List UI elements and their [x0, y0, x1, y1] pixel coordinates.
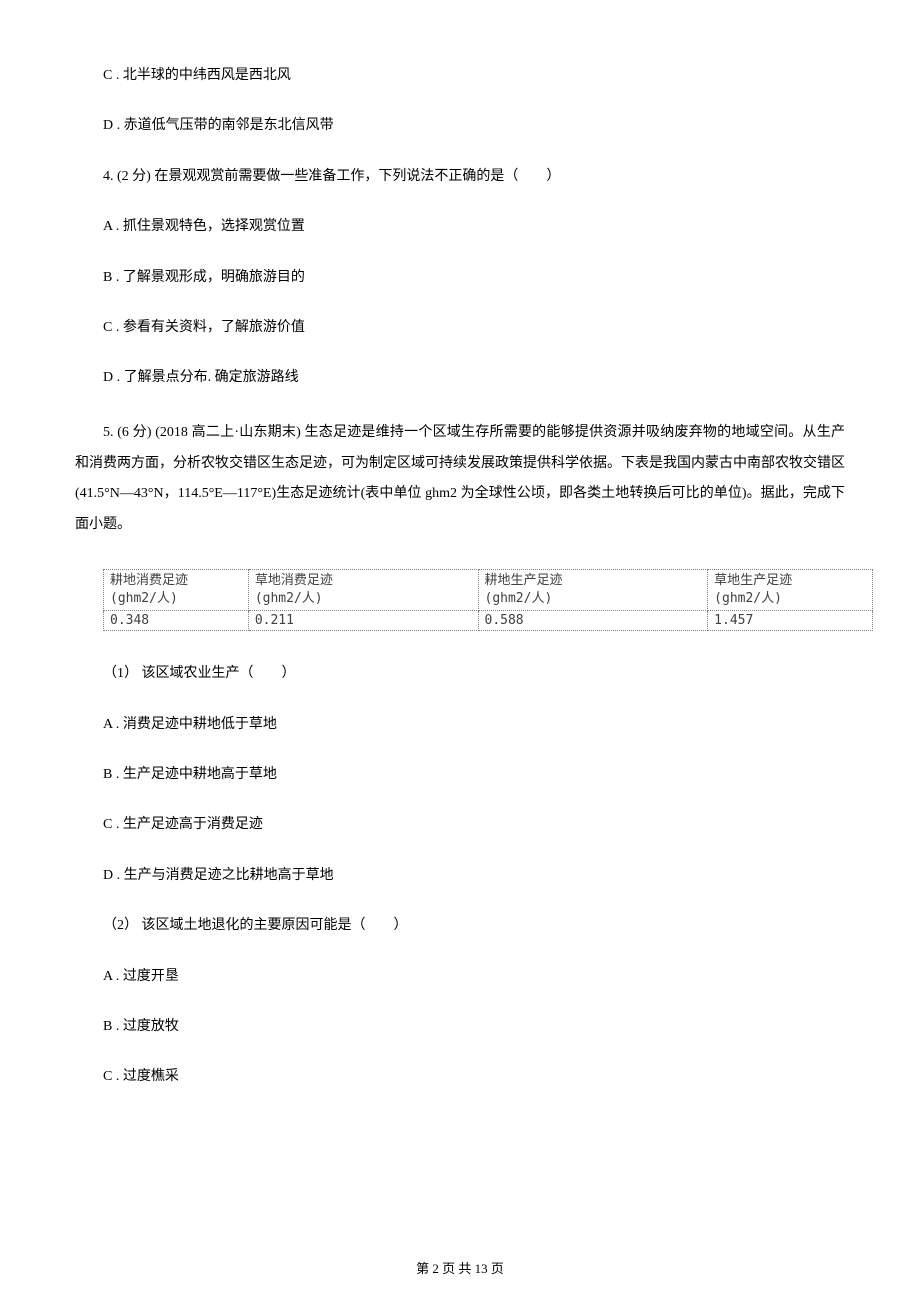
table-data-cell: 1.457 — [708, 611, 873, 631]
header-unit: (ghm2/人) — [485, 591, 553, 606]
q5-sub1-option-b: B . 生产足迹中耕地高于草地 — [75, 764, 845, 786]
q4-option-c: C . 参看有关资料，了解旅游价值 — [75, 317, 845, 339]
q3-option-c: C . 北半球的中纬西风是西北风 — [75, 65, 845, 87]
q5-sub1-option-c: C . 生产足迹高于消费足迹 — [75, 814, 845, 836]
table-data-cell: 0.588 — [478, 611, 708, 631]
header-unit: (ghm2/人) — [255, 591, 323, 606]
header-text: 草地生产足迹 — [714, 573, 792, 588]
q5-sub2-option-c: C . 过度樵采 — [75, 1066, 845, 1088]
header-text: 耕地消费足迹 — [110, 573, 188, 588]
q5-sub1-stem: （1） 该区域农业生产（ ） — [75, 663, 845, 685]
table-data-cell: 0.348 — [104, 611, 249, 631]
q4-stem: 4. (2 分) 在景观观赏前需要做一些准备工作，下列说法不正确的是（ ） — [75, 166, 845, 188]
q3-option-d: D . 赤道低气压带的南邻是东北信风带 — [75, 115, 845, 137]
page-footer: 第 2 页 共 13 页 — [0, 1258, 920, 1277]
table-data-row: 0.348 0.211 0.588 1.457 — [104, 611, 873, 631]
q5-sub1-option-a: A . 消费足迹中耕地低于草地 — [75, 714, 845, 736]
header-text: 草地消费足迹 — [255, 573, 333, 588]
q4-option-b: B . 了解景观形成，明确旅游目的 — [75, 267, 845, 289]
table-header-cell: 草地生产足迹 (ghm2/人) — [708, 569, 873, 610]
table-header-cell: 耕地生产足迹 (ghm2/人) — [478, 569, 708, 610]
q5-table-container: 耕地消费足迹 (ghm2/人) 草地消费足迹 (ghm2/人) 耕地生产足迹 (… — [103, 569, 845, 631]
header-unit: (ghm2/人) — [714, 591, 782, 606]
q5-sub2-stem: （2） 该区域土地退化的主要原因可能是（ ） — [75, 915, 845, 937]
table-header-cell: 耕地消费足迹 (ghm2/人) — [104, 569, 249, 610]
table-header-row: 耕地消费足迹 (ghm2/人) 草地消费足迹 (ghm2/人) 耕地生产足迹 (… — [104, 569, 873, 610]
q5-sub1-option-d: D . 生产与消费足迹之比耕地高于草地 — [75, 865, 845, 887]
q5-stem: 5. (6 分) (2018 高二上·山东期末) 生态足迹是维持一个区域生存所需… — [75, 418, 845, 541]
q5-sub2-option-b: B . 过度放牧 — [75, 1016, 845, 1038]
q4-option-d: D . 了解景点分布. 确定旅游路线 — [75, 367, 845, 389]
q4-option-a: A . 抓住景观特色，选择观赏位置 — [75, 216, 845, 238]
table-data-cell: 0.211 — [248, 611, 478, 631]
table-header-cell: 草地消费足迹 (ghm2/人) — [248, 569, 478, 610]
q5-sub2-option-a: A . 过度开垦 — [75, 966, 845, 988]
header-text: 耕地生产足迹 — [485, 573, 563, 588]
header-unit: (ghm2/人) — [110, 591, 178, 606]
q5-table: 耕地消费足迹 (ghm2/人) 草地消费足迹 (ghm2/人) 耕地生产足迹 (… — [103, 569, 873, 631]
